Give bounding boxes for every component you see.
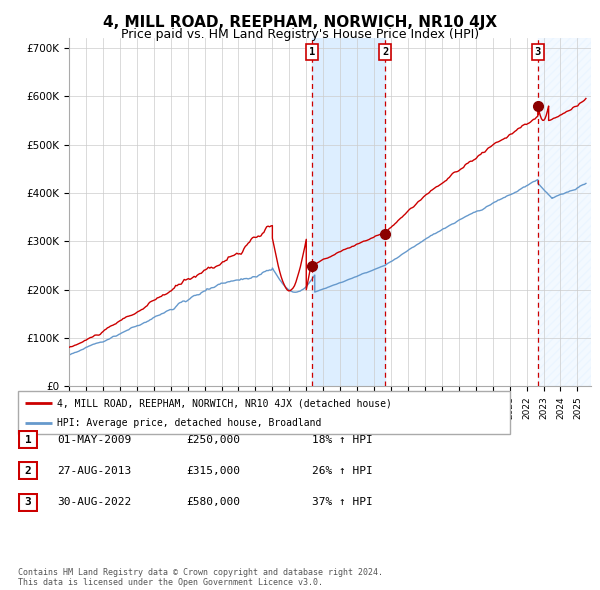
Bar xyxy=(538,38,591,386)
Text: 4, MILL ROAD, REEPHAM, NORWICH, NR10 4JX (detached house): 4, MILL ROAD, REEPHAM, NORWICH, NR10 4JX… xyxy=(58,398,392,408)
FancyBboxPatch shape xyxy=(19,463,37,479)
FancyBboxPatch shape xyxy=(19,431,37,448)
Text: 30-AUG-2022: 30-AUG-2022 xyxy=(57,497,131,507)
Text: 3: 3 xyxy=(535,47,541,57)
Text: 37% ↑ HPI: 37% ↑ HPI xyxy=(312,497,373,507)
Text: 26% ↑ HPI: 26% ↑ HPI xyxy=(312,466,373,476)
Text: 1: 1 xyxy=(25,435,31,444)
Text: 18% ↑ HPI: 18% ↑ HPI xyxy=(312,435,373,444)
Text: £580,000: £580,000 xyxy=(186,497,240,507)
Text: 3: 3 xyxy=(25,497,31,507)
FancyBboxPatch shape xyxy=(19,494,37,510)
Text: 4, MILL ROAD, REEPHAM, NORWICH, NR10 4JX: 4, MILL ROAD, REEPHAM, NORWICH, NR10 4JX xyxy=(103,15,497,30)
FancyBboxPatch shape xyxy=(18,391,510,434)
Text: 27-AUG-2013: 27-AUG-2013 xyxy=(57,466,131,476)
Text: 1: 1 xyxy=(309,47,315,57)
Text: 2: 2 xyxy=(382,47,388,57)
Text: Contains HM Land Registry data © Crown copyright and database right 2024.
This d: Contains HM Land Registry data © Crown c… xyxy=(18,568,383,587)
Text: Price paid vs. HM Land Registry's House Price Index (HPI): Price paid vs. HM Land Registry's House … xyxy=(121,28,479,41)
Text: HPI: Average price, detached house, Broadland: HPI: Average price, detached house, Broa… xyxy=(58,418,322,428)
Text: 01-MAY-2009: 01-MAY-2009 xyxy=(57,435,131,444)
Text: 2: 2 xyxy=(25,466,31,476)
Text: £250,000: £250,000 xyxy=(186,435,240,444)
Text: £315,000: £315,000 xyxy=(186,466,240,476)
Bar xyxy=(312,38,385,386)
